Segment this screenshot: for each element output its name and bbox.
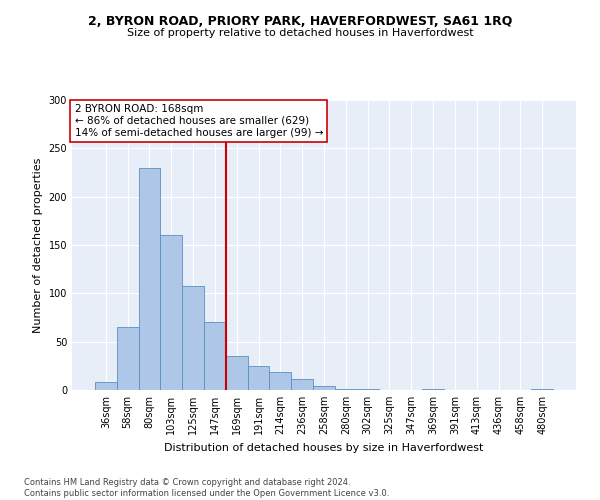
Bar: [531, 389, 553, 390]
X-axis label: Distribution of detached houses by size in Haverfordwest: Distribution of detached houses by size …: [164, 442, 484, 452]
Text: Size of property relative to detached houses in Haverfordwest: Size of property relative to detached ho…: [127, 28, 473, 38]
Bar: [313, 386, 335, 390]
Bar: [357, 389, 379, 390]
Bar: [335, 389, 357, 390]
Y-axis label: Number of detached properties: Number of detached properties: [33, 158, 43, 332]
Bar: [226, 356, 248, 390]
Bar: [160, 236, 182, 390]
Bar: [422, 389, 444, 390]
Bar: [204, 322, 226, 390]
Text: 2 BYRON ROAD: 168sqm
← 86% of detached houses are smaller (629)
14% of semi-deta: 2 BYRON ROAD: 168sqm ← 86% of detached h…: [74, 104, 323, 138]
Text: 2, BYRON ROAD, PRIORY PARK, HAVERFORDWEST, SA61 1RQ: 2, BYRON ROAD, PRIORY PARK, HAVERFORDWES…: [88, 15, 512, 28]
Bar: [95, 382, 117, 390]
Bar: [117, 327, 139, 390]
Text: Contains HM Land Registry data © Crown copyright and database right 2024.
Contai: Contains HM Land Registry data © Crown c…: [24, 478, 389, 498]
Bar: [269, 372, 291, 390]
Bar: [182, 286, 204, 390]
Bar: [248, 366, 269, 390]
Bar: [291, 380, 313, 390]
Bar: [139, 168, 160, 390]
